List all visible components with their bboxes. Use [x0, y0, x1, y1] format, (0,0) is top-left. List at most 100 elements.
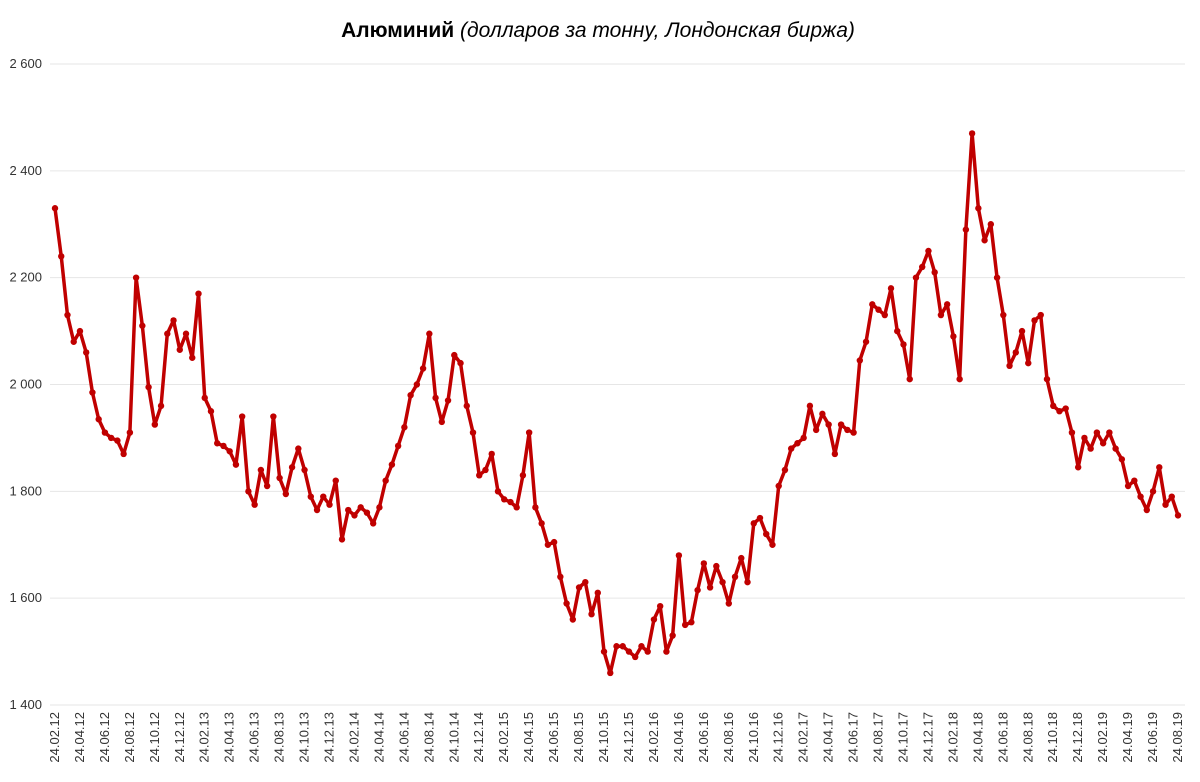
data-point: [962, 226, 970, 233]
data-point: [931, 269, 938, 276]
x-tick-label: 24.08.12: [122, 712, 137, 763]
data-point: [451, 351, 458, 359]
data-point: [968, 130, 976, 137]
data-point: [794, 440, 801, 447]
data-point: [613, 643, 620, 650]
data-point: [89, 389, 96, 396]
data-point: [1099, 440, 1107, 447]
data-point: [351, 512, 358, 519]
data-point: [1168, 493, 1175, 500]
data-point: [189, 354, 196, 361]
x-tick-label: 24.02.19: [1095, 712, 1110, 763]
data-point: [1056, 408, 1063, 415]
x-tick-label: 24.02.14: [346, 712, 361, 763]
data-point: [164, 330, 171, 337]
data-point: [919, 263, 926, 271]
data-point: [781, 466, 789, 474]
data-point: [151, 421, 159, 428]
data-point: [101, 429, 109, 436]
data-point: [345, 506, 352, 514]
chart-title-line: Алюминий (долларов за тонну, Лондонская …: [341, 19, 855, 42]
data-point: [139, 322, 146, 329]
x-tick-label: 24.08.14: [421, 712, 436, 763]
data-point: [426, 330, 433, 337]
x-tick-label: 24.12.12: [172, 712, 187, 763]
data-point: [394, 442, 402, 450]
data-point: [719, 578, 726, 586]
data-point: [987, 221, 995, 228]
data-point: [950, 333, 957, 340]
data-point: [51, 205, 59, 212]
x-tick-label: 24.12.14: [471, 712, 486, 763]
data-point: [538, 520, 545, 527]
x-tick-label: 24.10.13: [297, 712, 312, 763]
data-point: [1156, 464, 1163, 471]
x-tick-label: 24.06.17: [846, 712, 861, 763]
data-point: [625, 648, 633, 655]
data-point: [825, 421, 832, 428]
data-point: [881, 311, 888, 319]
data-point: [993, 274, 1001, 281]
data-point: [975, 205, 982, 212]
data-point: [525, 429, 533, 436]
y-tick-label: 2 600: [9, 56, 42, 71]
data-point: [906, 375, 913, 383]
y-tick-label: 2 400: [9, 163, 42, 178]
data-point: [114, 437, 121, 444]
x-tick-label: 24.02.12: [47, 712, 62, 763]
data-point: [756, 514, 764, 522]
data-point: [981, 237, 988, 244]
data-point: [1106, 429, 1113, 436]
data-point: [320, 493, 327, 500]
data-point: [937, 311, 945, 319]
x-tick-label: 24.10.18: [1045, 712, 1060, 763]
data-point: [775, 482, 782, 490]
data-point: [1012, 349, 1019, 356]
data-point: [750, 520, 757, 527]
data-point: [1137, 493, 1144, 500]
data-point: [419, 365, 427, 372]
data-point: [176, 346, 183, 353]
data-point: [856, 357, 864, 364]
data-point: [357, 504, 364, 511]
data-point: [207, 408, 215, 415]
data-point: [850, 429, 857, 436]
data-point: [145, 383, 152, 391]
data-point: [326, 501, 333, 508]
data-point: [195, 290, 202, 297]
data-point: [943, 301, 951, 308]
data-point: [725, 600, 732, 607]
chart-title: Алюминий: [341, 19, 454, 42]
data-point: [1031, 317, 1038, 324]
data-point: [675, 552, 683, 559]
data-point: [132, 274, 140, 281]
x-tick-label: 24.02.13: [197, 712, 212, 763]
data-point: [713, 562, 720, 570]
data-point: [444, 397, 452, 404]
data-point: [800, 434, 807, 442]
data-point: [806, 402, 814, 410]
data-point: [463, 402, 470, 410]
data-point: [837, 421, 845, 428]
data-point: [738, 554, 745, 562]
data-point: [301, 466, 308, 474]
data-point: [763, 530, 770, 538]
data-point: [669, 632, 676, 639]
data-point: [544, 541, 552, 548]
x-tick-label: 24.04.16: [671, 712, 686, 763]
data-point: [226, 448, 233, 455]
x-tick-label: 24.12.18: [1070, 712, 1085, 763]
data-point: [513, 504, 520, 511]
data-point: [1093, 429, 1101, 436]
data-point: [694, 586, 701, 594]
data-point: [120, 450, 127, 458]
chart-subtitle: (долларов за тонну, Лондонская биржа): [460, 19, 855, 42]
data-point: [700, 560, 708, 567]
data-point: [476, 472, 483, 479]
data-point: [263, 482, 271, 490]
data-point: [607, 669, 614, 677]
data-point: [956, 375, 963, 383]
data-point: [270, 413, 277, 420]
data-point: [170, 317, 177, 324]
x-tick-label: 24.12.15: [621, 712, 636, 763]
